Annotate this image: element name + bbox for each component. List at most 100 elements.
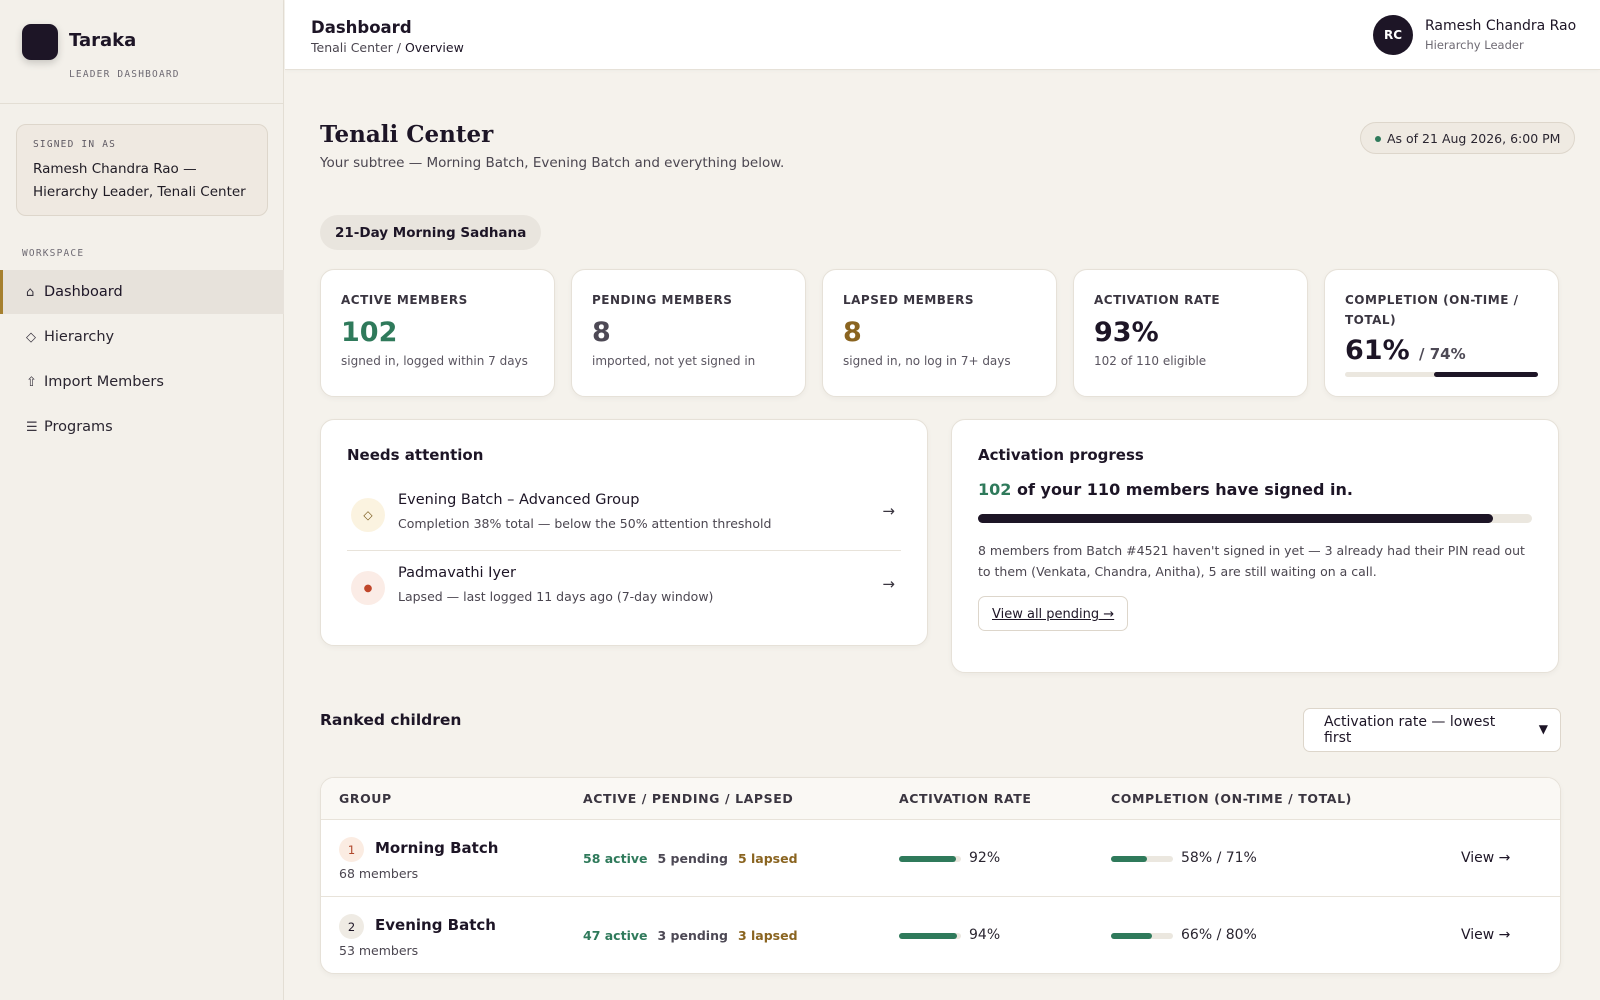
upload-icon: ⇧ bbox=[26, 374, 37, 390]
attention-item[interactable]: ◇ Evening Batch – Advanced Group Complet… bbox=[347, 478, 901, 551]
arrow-right-icon[interactable]: → bbox=[882, 502, 895, 520]
page-title: Tenali Center bbox=[320, 121, 494, 148]
breadcrumb: Tenali Center / Overview bbox=[311, 40, 464, 55]
activation-progress-title: Activation progress bbox=[978, 446, 1144, 464]
activation-mini-fill bbox=[899, 933, 958, 939]
completion-value: 66% / 80% bbox=[1181, 927, 1257, 943]
signed-count: 102 bbox=[978, 480, 1012, 499]
completion-value: 58% / 71% bbox=[1181, 850, 1257, 866]
dot-alert-icon: ● bbox=[351, 571, 385, 605]
kpi-label: ACTIVATION RATE bbox=[1094, 293, 1221, 307]
arrow-right-icon[interactable]: → bbox=[882, 575, 895, 593]
table-header: GROUP ACTIVE / PENDING / LAPSED ACTIVATI… bbox=[321, 778, 1560, 820]
brand-name: Taraka bbox=[69, 30, 137, 51]
kpi-label: LAPSED MEMBERS bbox=[843, 293, 975, 307]
activation-progress-fill bbox=[978, 514, 1494, 523]
needs-attention-card: Needs attention ◇ Evening Batch – Advanc… bbox=[320, 419, 928, 646]
active-count: 47 active bbox=[583, 928, 648, 943]
view-link[interactable]: View → bbox=[1461, 850, 1511, 866]
pending-count: 5 pending bbox=[657, 851, 728, 866]
signed-in-value: Ramesh Chandra Rao — Hierarchy Leader, T… bbox=[33, 161, 246, 200]
lapsed-count: 5 lapsed bbox=[737, 851, 798, 866]
program-pill[interactable]: 21-Day Morning Sadhana bbox=[320, 215, 542, 250]
kpi-label: COMPLETION (ON-TIME / TOTAL) bbox=[1345, 293, 1519, 327]
of-your-text: of your bbox=[1016, 480, 1082, 499]
attention-item-title: Evening Batch – Advanced Group bbox=[398, 492, 640, 508]
kpi-value: 102 bbox=[341, 317, 398, 348]
column-header: ACTIVATION RATE bbox=[899, 791, 1032, 806]
activation-note: 8 members from Batch #4521 haven't signe… bbox=[978, 543, 1525, 579]
activation-progress-card: Activation progress 102 of your 110 memb… bbox=[951, 419, 1559, 673]
as-of-badge: As of 21 Aug 2026, 6:00 PM bbox=[1360, 122, 1576, 154]
user-role: Hierarchy Leader bbox=[1425, 38, 1524, 52]
completion-mini-bar bbox=[1111, 856, 1173, 862]
kpi-value: 61% / 74% bbox=[1345, 334, 1538, 371]
view-link[interactable]: View → bbox=[1461, 927, 1511, 943]
avatar[interactable]: RC bbox=[1373, 15, 1413, 55]
brand: Taraka LEADER DASHBOARD bbox=[0, 0, 283, 104]
home-icon: ⌂ bbox=[26, 284, 35, 300]
breadcrumb-parent[interactable]: Tenali Center bbox=[311, 40, 393, 55]
kpi-completion: COMPLETION (ON-TIME / TOTAL) 61% / 74% bbox=[1324, 269, 1559, 397]
table-row[interactable]: 1 Morning Batch 68 members 58 active 5 pe… bbox=[321, 820, 1560, 897]
needs-attention-title: Needs attention bbox=[347, 446, 484, 464]
main-content: Tenali Center Your subtree — Morning Bat… bbox=[285, 71, 1600, 1000]
sort-select-value: Activation rate — lowest first bbox=[1324, 714, 1496, 746]
sidebar-item-label: Dashboard bbox=[44, 284, 123, 300]
table-row[interactable]: 2 Evening Batch 53 members 47 active 3 pe… bbox=[321, 897, 1560, 973]
brand-subtitle: LEADER DASHBOARD bbox=[69, 69, 180, 80]
completion-total: / 74% bbox=[1419, 345, 1466, 363]
kpi-pending-members: PENDING MEMBERS 8 imported, not yet sign… bbox=[571, 269, 806, 397]
sidebar: Taraka LEADER DASHBOARD SIGNED IN AS Ram… bbox=[0, 0, 284, 1000]
diamond-icon: ◇ bbox=[26, 329, 36, 345]
page-subtitle: Your subtree — Morning Batch, Evening Ba… bbox=[320, 155, 785, 171]
activation-mini-bar bbox=[899, 933, 961, 939]
sidebar-item-dashboard[interactable]: ⌂ Dashboard bbox=[0, 270, 284, 314]
kpi-active-members: ACTIVE MEMBERS 102 signed in, logged wit… bbox=[320, 269, 555, 397]
rank-badge: 1 bbox=[339, 837, 364, 862]
completion-mini-fill bbox=[1111, 856, 1147, 862]
completion-ontime: 61% bbox=[1345, 335, 1410, 366]
member-counts: 47 active 3 pending 3 lapsed bbox=[583, 928, 798, 943]
group-members: 53 members bbox=[339, 943, 419, 958]
kpi-label: PENDING MEMBERS bbox=[592, 293, 733, 307]
completion-mini-fill bbox=[1111, 933, 1152, 939]
group-name: Morning Batch bbox=[375, 839, 499, 857]
signed-in-label: SIGNED IN AS bbox=[33, 139, 117, 150]
column-header: COMPLETION (ON-TIME / TOTAL) bbox=[1111, 791, 1352, 806]
sidebar-item-label: Hierarchy bbox=[44, 329, 115, 345]
attention-item[interactable]: ● Padmavathi Iyer Lapsed — last logged 1… bbox=[347, 551, 901, 624]
sidebar-item-import-members[interactable]: ⇧ Import Members bbox=[0, 360, 284, 404]
user-name: Ramesh Chandra Rao bbox=[1425, 18, 1577, 34]
breadcrumb-current: Overview bbox=[404, 40, 464, 55]
sidebar-item-hierarchy[interactable]: ◇ Hierarchy bbox=[0, 315, 284, 359]
brand-logo bbox=[22, 24, 58, 60]
pending-count: 3 pending bbox=[657, 928, 728, 943]
attention-item-desc: Lapsed — last logged 11 days ago (7-day … bbox=[398, 589, 714, 604]
topbar: Dashboard Tenali Center / Overview RC Ra… bbox=[285, 0, 1600, 70]
kpi-value: 8 bbox=[843, 317, 862, 348]
sidebar-item-programs[interactable]: ☰ Programs bbox=[0, 405, 284, 449]
group-name: Evening Batch bbox=[375, 916, 496, 934]
view-all-pending-button[interactable]: View all pending → bbox=[978, 596, 1129, 631]
breadcrumb-separator: / bbox=[392, 40, 405, 55]
kpi-label: ACTIVE MEMBERS bbox=[341, 293, 468, 307]
kpi-value: 93% bbox=[1094, 317, 1159, 348]
group-members: 68 members bbox=[339, 866, 419, 881]
list-icon: ☰ bbox=[26, 419, 38, 435]
kpi-hint: signed in, no log in 7+ days bbox=[843, 354, 1011, 368]
sort-select[interactable]: Activation rate — lowest first ▼ bbox=[1303, 708, 1561, 752]
diamond-warning-icon: ◇ bbox=[351, 498, 385, 532]
activation-rate-value: 94% bbox=[969, 927, 1001, 943]
lapsed-count: 3 lapsed bbox=[737, 928, 798, 943]
signed-in-box: SIGNED IN AS Ramesh Chandra Rao — Hierar… bbox=[16, 124, 268, 216]
sidebar-nav: ⌂ Dashboard ◇ Hierarchy ⇧ Import Members… bbox=[0, 270, 284, 450]
column-header: ACTIVE / PENDING / LAPSED bbox=[583, 791, 794, 806]
ranked-children-title: Ranked children bbox=[320, 711, 462, 729]
attention-item-title: Padmavathi Iyer bbox=[398, 565, 516, 581]
activation-rate-value: 92% bbox=[969, 850, 1001, 866]
completion-mini-bar bbox=[1111, 933, 1173, 939]
workspace-label: WORKSPACE bbox=[22, 248, 85, 259]
activation-summary: 102 of your 110 members have signed in. bbox=[978, 480, 1532, 499]
kpi-lapsed-members: LAPSED MEMBERS 8 signed in, no log in 7+… bbox=[822, 269, 1057, 397]
